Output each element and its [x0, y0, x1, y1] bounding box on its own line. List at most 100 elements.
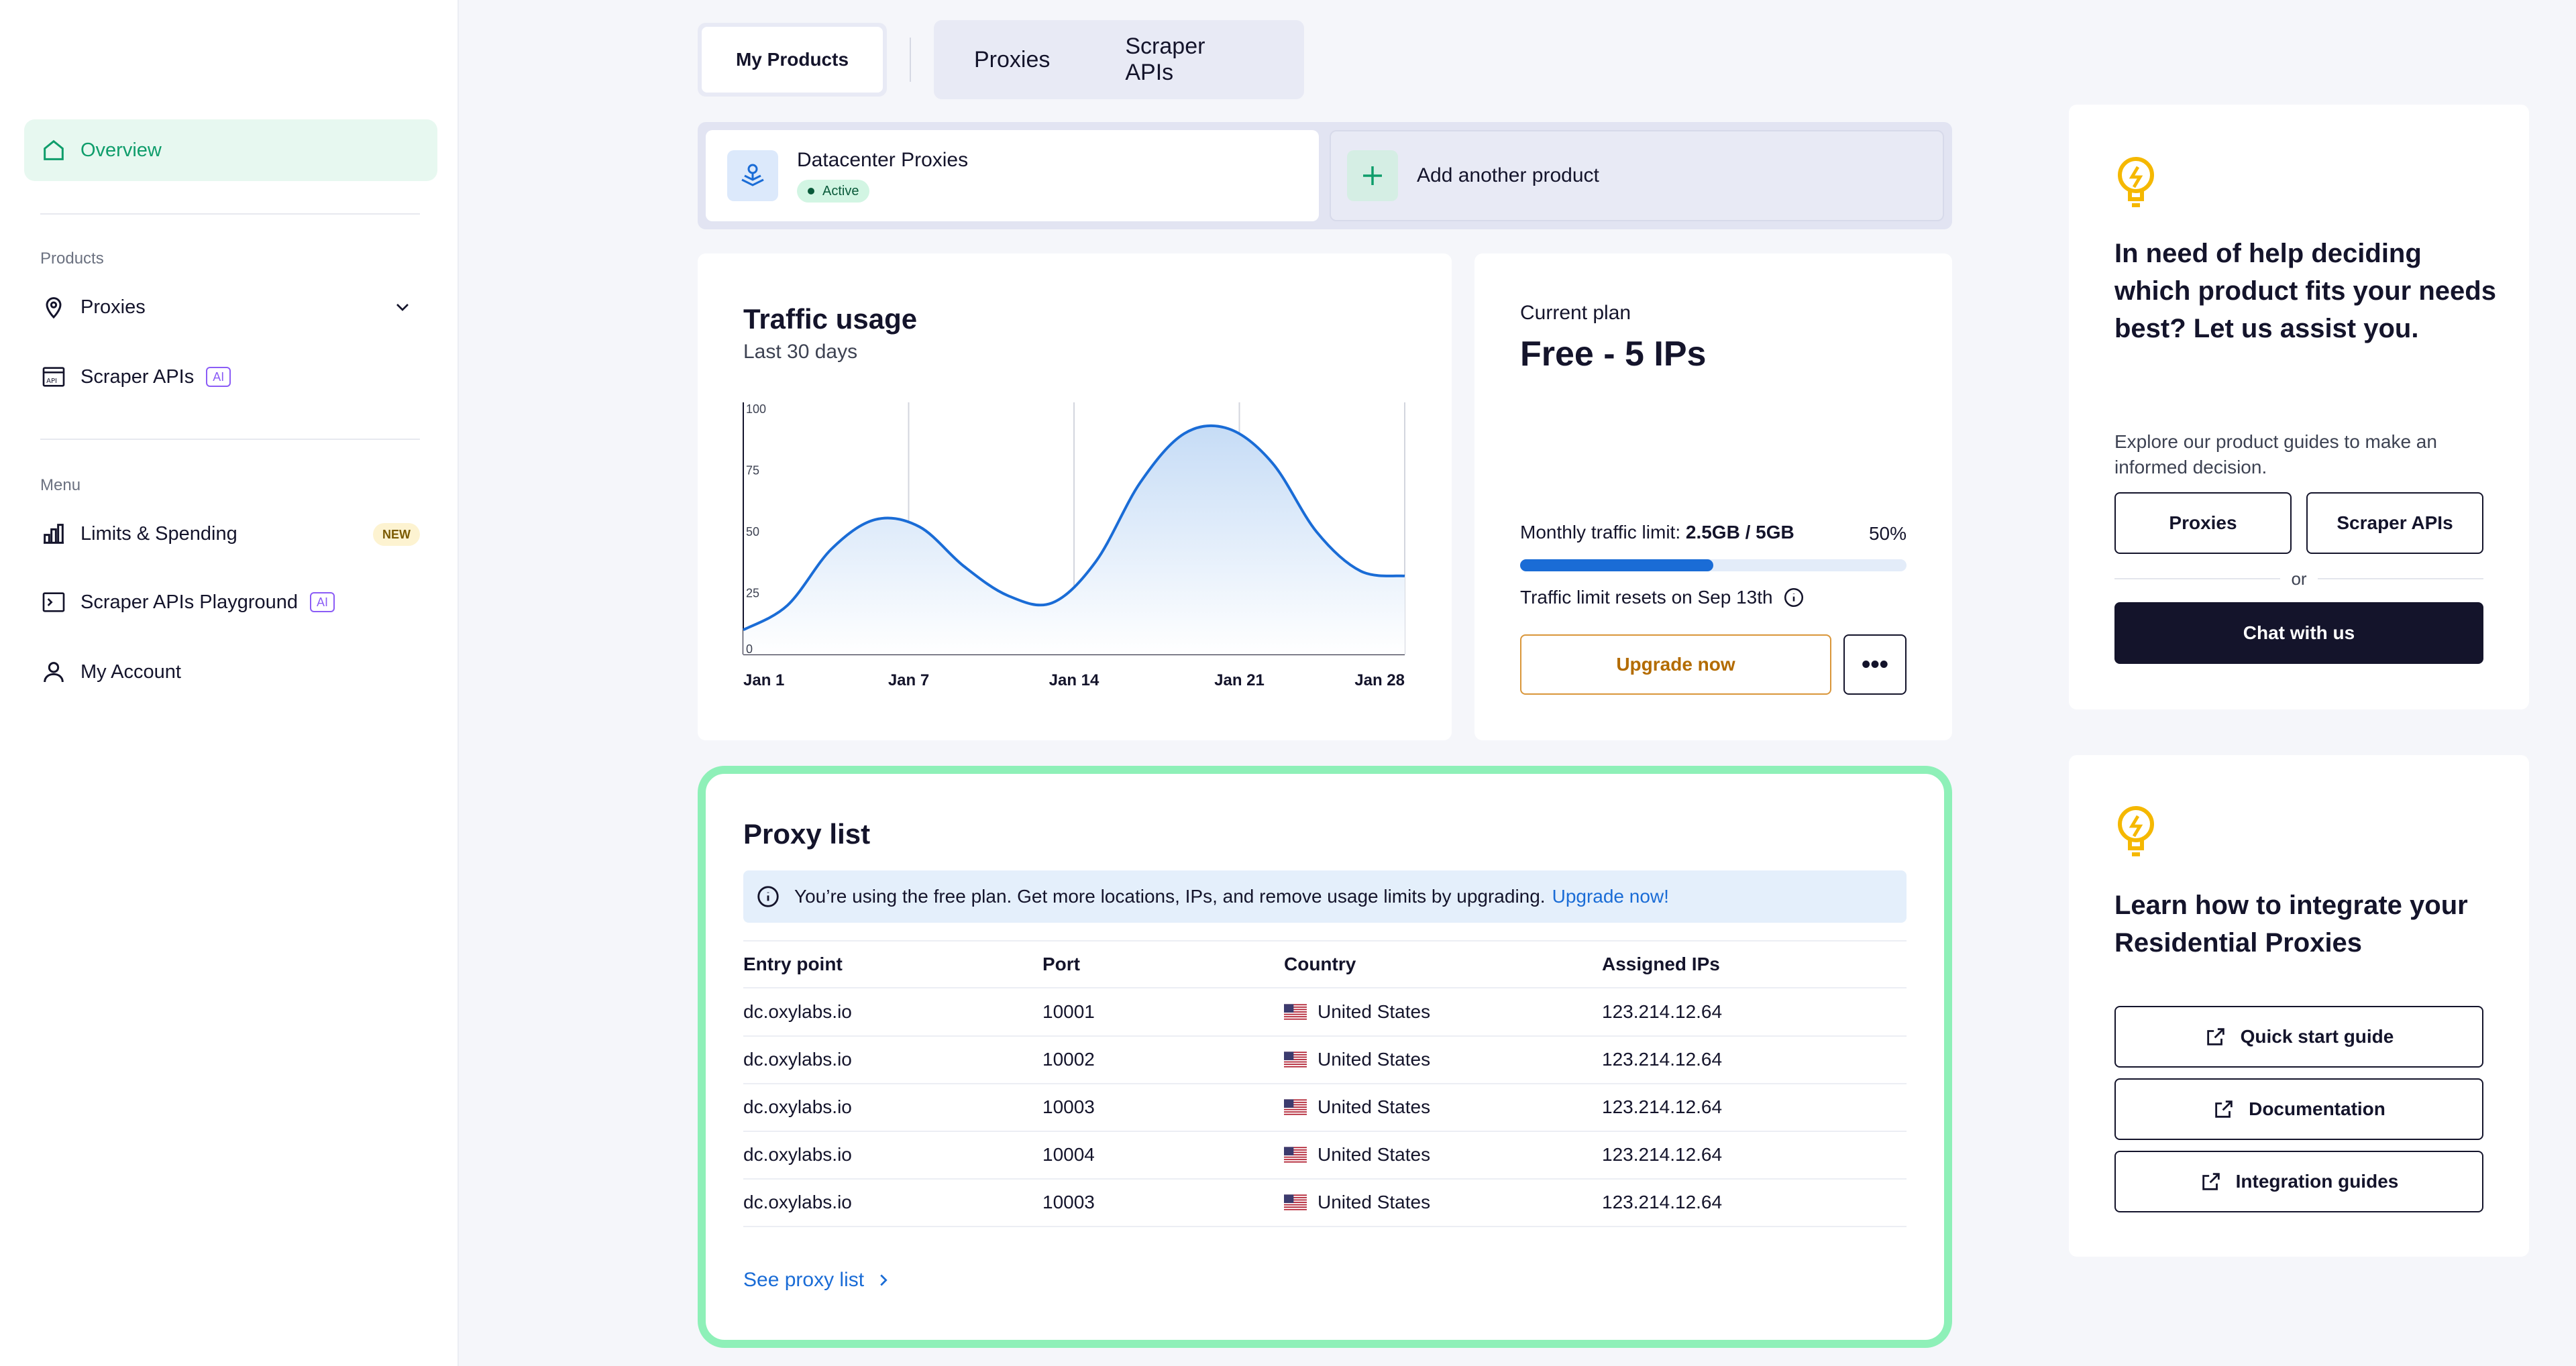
table-header: Entry point Port Country Assigned IPs — [743, 940, 1907, 988]
plus-icon — [1347, 150, 1398, 201]
tab-separator — [910, 38, 911, 82]
guide-proxies-button[interactable]: Proxies — [2114, 492, 2292, 554]
table-row: dc.oxylabs.io 10001 United States 123.214.1… — [743, 988, 1907, 1037]
country-label: United States — [1318, 1144, 1431, 1165]
flag-us-icon — [1284, 1147, 1307, 1163]
info-icon[interactable] — [1782, 586, 1805, 609]
help-card: In need of help deciding which product f… — [2069, 105, 2529, 709]
country-label: United States — [1318, 1192, 1431, 1212]
add-product-button[interactable]: Add another product — [1330, 130, 1944, 221]
sidebar-item-limits[interactable]: Limits & Spending NEW — [24, 503, 437, 565]
integration-guides-button[interactable]: Integration guides — [2114, 1151, 2483, 1212]
upgrade-link[interactable]: Upgrade now! — [1552, 886, 1669, 907]
documentation-button[interactable]: Documentation — [2114, 1078, 2483, 1140]
sidebar-item-label: Limits & Spending — [80, 522, 237, 545]
cell-entry-point: dc.oxylabs.io — [743, 1049, 852, 1070]
sidebar-item-label: Overview — [80, 139, 162, 161]
chat-button[interactable]: Chat with us — [2114, 602, 2483, 664]
sidebar-item-playground[interactable]: Scraper APIs Playground AI — [24, 571, 437, 633]
cell-assigned-ip: 123.214.12.64 — [1602, 1096, 1723, 1117]
product-card-datacenter[interactable]: Datacenter Proxies Active — [706, 130, 1319, 221]
help-title: In need of help deciding which product f… — [2114, 239, 2496, 343]
cell-assigned-ip: 123.214.12.64 — [1602, 1192, 1723, 1212]
or-label: or — [2291, 568, 2307, 589]
more-options-button[interactable]: ••• — [1843, 634, 1907, 695]
chevron-right-icon — [880, 1274, 888, 1286]
ai-badge: AI — [310, 592, 335, 612]
cell-port: 10003 — [1042, 1096, 1095, 1117]
flag-us-icon — [1284, 1051, 1307, 1068]
section-label-menu: Menu — [40, 476, 81, 494]
cell-country: United States — [1284, 1144, 1602, 1165]
limit-label: Monthly traffic limit: — [1520, 522, 1681, 543]
proxy-list-title: Proxy list — [743, 818, 871, 850]
integrate-card: Learn how to integrate your Residential … — [2069, 755, 2529, 1257]
divider — [40, 213, 420, 215]
flag-us-icon — [1284, 1004, 1307, 1020]
user-icon — [40, 659, 67, 685]
product-name: Datacenter Proxies — [797, 149, 969, 171]
traffic-progress-fill — [1520, 559, 1713, 571]
tab-proxies[interactable]: Proxies — [974, 46, 1051, 72]
sidebar-item-account[interactable]: My Account — [24, 641, 437, 703]
cell-port: 10001 — [1042, 1001, 1095, 1022]
column-header-country: Country — [1284, 954, 1356, 974]
sidebar-item-proxies[interactable]: Proxies — [24, 276, 437, 338]
sidebar: Overview Products Proxies API Scraper AP… — [0, 0, 459, 1366]
external-link-icon — [2202, 1173, 2220, 1190]
quick-start-button[interactable]: Quick start guide — [2114, 1006, 2483, 1068]
column-header-entry-point: Entry point — [743, 954, 843, 974]
lightbulb-icon — [2118, 806, 2154, 856]
guide-scraper-apis-button[interactable]: Scraper APIs — [2306, 492, 2483, 554]
tab-my-products[interactable]: My Products — [702, 27, 883, 93]
chart-bars-icon — [40, 520, 67, 547]
add-product-label: Add another product — [1417, 164, 1599, 186]
reset-info: Traffic limit resets on Sep 13th — [1520, 586, 1805, 609]
see-proxy-list-label: See proxy list — [743, 1269, 865, 1291]
quick-start-label: Quick start guide — [2240, 1026, 2394, 1047]
tab-scraper-apis[interactable]: Scraper APIs — [1125, 34, 1205, 85]
integrate-title: Learn how to integrate your Residential … — [2114, 891, 2468, 958]
chevron-down-icon[interactable] — [392, 296, 413, 318]
chart-y-tick-label: 0 — [746, 642, 753, 656]
sidebar-item-label: Scraper APIs Playground — [80, 591, 299, 613]
cell-country: United States — [1284, 1049, 1602, 1070]
cell-port: 10003 — [1042, 1192, 1095, 1212]
column-header-port: Port — [1042, 954, 1080, 974]
chart-x-tick-label: Jan 1 — [743, 671, 784, 689]
plan-label: Current plan — [1520, 302, 1631, 324]
home-icon — [40, 137, 67, 164]
cell-entry-point: dc.oxylabs.io — [743, 1096, 852, 1117]
traffic-title: Traffic usage — [743, 303, 918, 335]
integration-guides-label: Integration guides — [2235, 1171, 2399, 1192]
limit-percent: 50% — [1868, 523, 1907, 544]
divider — [40, 439, 420, 440]
flag-us-icon — [1284, 1194, 1307, 1210]
status-badge: Active — [797, 180, 870, 203]
column-header-assigned-ips: Assigned IPs — [1602, 954, 1720, 974]
sidebar-item-scraper-apis[interactable]: API Scraper APIs AI — [24, 346, 437, 408]
country-label: United States — [1318, 1001, 1431, 1022]
chart-x-tick-label: Jan 28 — [1354, 671, 1405, 689]
tab-group-catalog: Proxies Scraper APIs — [934, 20, 1304, 99]
section-label-products: Products — [40, 249, 104, 268]
traffic-subtitle: Last 30 days — [743, 341, 858, 363]
see-proxy-list-link[interactable]: See proxy list — [743, 1269, 894, 1292]
cell-port: 10004 — [1042, 1144, 1095, 1165]
table-row: dc.oxylabs.io 10002 United States 123.214.1… — [743, 1036, 1907, 1084]
cell-entry-point: dc.oxylabs.io — [743, 1192, 852, 1212]
country-label: United States — [1318, 1096, 1431, 1117]
datacenter-icon — [727, 150, 778, 201]
free-plan-notice: You’re using the free plan. Get more loc… — [743, 870, 1907, 923]
country-label: United States — [1318, 1049, 1431, 1070]
cell-country: United States — [1284, 1001, 1602, 1023]
traffic-chart: 0 25 50 75 100 Jan 1 Jan 7 Jan 14 Jan 21 Jan 28 — [743, 402, 1405, 689]
external-link-icon — [2206, 1028, 2224, 1045]
cell-entry-point: dc.oxylabs.io — [743, 1144, 852, 1165]
cell-assigned-ip: 123.214.12.64 — [1602, 1144, 1723, 1165]
notice-text: You’re using the free plan. Get more loc… — [794, 886, 1546, 907]
cell-entry-point: dc.oxylabs.io — [743, 1001, 852, 1022]
upgrade-button[interactable]: Upgrade now — [1520, 634, 1831, 695]
chart-area-fill — [743, 425, 1405, 654]
sidebar-item-overview[interactable]: Overview — [24, 119, 437, 181]
